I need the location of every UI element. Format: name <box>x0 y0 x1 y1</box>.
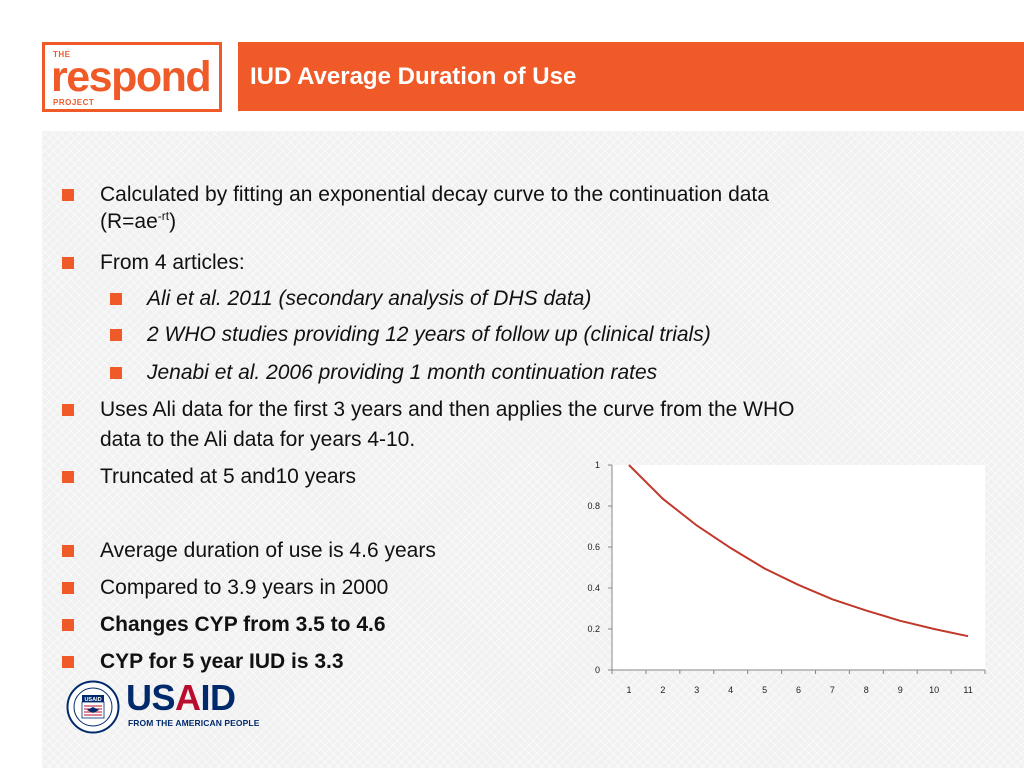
usaid-tagline: FROM THE AMERICAN PEOPLE <box>128 718 260 728</box>
y-tick-label: 1 <box>595 460 600 470</box>
respond-project-logo: THE respond PROJECT <box>42 42 222 112</box>
bullet-marker <box>62 471 74 483</box>
x-tick-label: 3 <box>694 685 699 695</box>
title-bar: IUD Average Duration of Use <box>238 42 1024 111</box>
bullet-text: Calculated by fitting an exponential dec… <box>100 183 769 206</box>
usaid-id: ID <box>200 677 237 718</box>
continuation-chart: 00.20.40.60.811 2 3 4 5 6 7 8 9 10 11 <box>587 460 986 695</box>
bullet-text: CYP for 5 year IUD is 3.3 <box>100 650 344 673</box>
y-tick-label: 0.2 <box>587 624 600 634</box>
x-tick-label: 10 <box>929 685 939 695</box>
chart-axes <box>608 464 986 674</box>
usaid-wordmark: USAID <box>126 680 236 716</box>
usaid-seal-icon: USAID <box>66 680 120 734</box>
formula-exponent: -rt <box>157 209 170 223</box>
logo-wordmark: respond <box>51 53 212 101</box>
usaid-a: A <box>175 677 201 718</box>
bullet-marker <box>62 189 74 201</box>
x-tick-label: 8 <box>864 685 869 695</box>
x-tick-label: 6 <box>796 685 801 695</box>
chart-tick-labels: 00.20.40.60.811 2 3 4 5 6 7 8 9 10 11 <box>587 460 972 695</box>
sub-bullet-text: Ali et al. 2011 (secondary analysis of D… <box>147 287 592 310</box>
x-tick-label: 5 <box>762 685 767 695</box>
bullet-text: Uses Ali data for the first 3 years and … <box>100 398 795 421</box>
formula-close: ) <box>169 210 177 233</box>
bullet-text: From 4 articles: <box>100 251 245 274</box>
bullet-text-formula: (R=ae-rt) <box>100 209 176 234</box>
bullet-text: Truncated at 5 and10 years <box>100 465 357 488</box>
bullet-marker <box>62 656 74 668</box>
bullet-text: Average duration of use is 4.6 years <box>100 539 436 562</box>
logo-top-text: THE <box>53 50 71 59</box>
plot-area <box>612 465 985 670</box>
x-tick-label: 4 <box>728 685 733 695</box>
sub-bullet-marker <box>110 367 122 379</box>
x-tick-label: 9 <box>898 685 903 695</box>
y-tick-label: 0.8 <box>587 501 600 511</box>
seal-label: USAID <box>84 697 101 703</box>
sub-bullet-text: 2 WHO studies providing 12 years of foll… <box>147 323 711 346</box>
y-tick-label: 0 <box>595 665 600 675</box>
x-tick-label: 2 <box>660 685 665 695</box>
y-tick-label: 0.6 <box>587 542 600 552</box>
usaid-us: US <box>126 677 176 718</box>
chart-series <box>628 464 969 638</box>
formula-text: (R=ae <box>100 210 158 233</box>
bullet-text: Compared to 3.9 years in 2000 <box>100 576 389 599</box>
x-tick-label: 1 <box>626 685 631 695</box>
sub-bullet-marker <box>110 293 122 305</box>
sub-bullet-text: Jenabi et al. 2006 providing 1 month con… <box>147 361 658 384</box>
sub-bullet-marker <box>110 329 122 341</box>
x-tick-label: 11 <box>963 685 972 695</box>
bullet-text: Changes CYP from 3.5 to 4.6 <box>100 613 386 636</box>
x-tick-label: 7 <box>830 685 835 695</box>
y-tick-label: 0.4 <box>587 583 600 593</box>
logo-bottom-text: PROJECT <box>53 98 95 107</box>
bullet-marker <box>62 545 74 557</box>
bullet-marker <box>62 257 74 269</box>
bullet-marker <box>62 619 74 631</box>
slide-title: IUD Average Duration of Use <box>250 63 577 90</box>
bullet-marker <box>62 582 74 594</box>
bullet-marker <box>62 404 74 416</box>
bullet-text: data to the Ali data for years 4-10. <box>100 428 416 451</box>
